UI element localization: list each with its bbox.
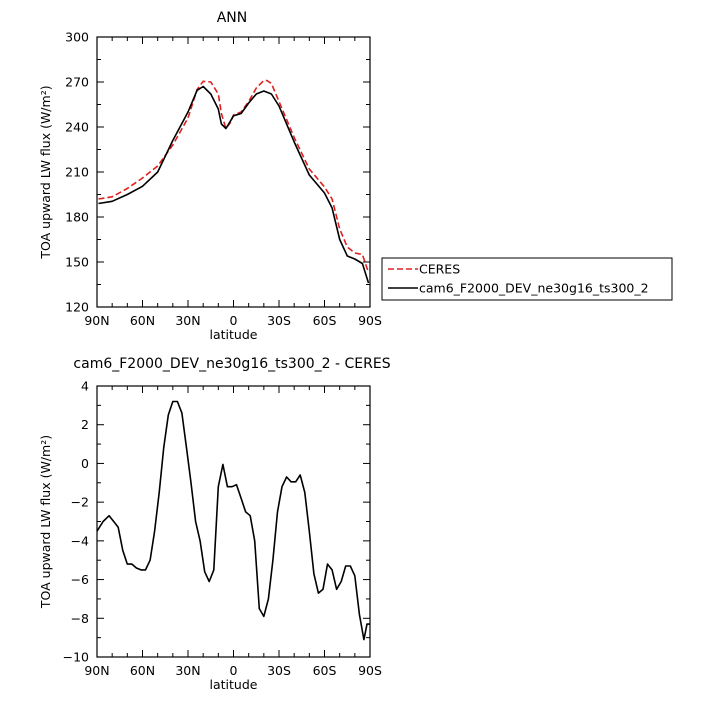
legend: CERES cam6_F2000_DEV_ne30g16_ts300_2	[381, 257, 673, 301]
x-tick-label: 60N	[130, 663, 155, 678]
y-tick-label: 240	[65, 120, 89, 135]
y-tick-label: 180	[65, 210, 89, 225]
top-panel-annual-flux: ANN 90N 60N 30N 0 30S 60S 90S 120 150 180 210 240 270…	[38, 10, 673, 342]
x-tick-label: 0	[230, 313, 238, 328]
x-tick-label: 30N	[175, 663, 200, 678]
y-tick-label: 270	[65, 75, 89, 90]
series-line-difference	[96, 400, 370, 641]
x-tick-label: 30S	[267, 663, 291, 678]
y-tick-label: 120	[65, 300, 89, 315]
plot-frame	[96, 385, 371, 658]
x-tick-label: 60S	[313, 663, 337, 678]
y-tick-label: 210	[65, 165, 89, 180]
x-tick-label: 90N	[84, 313, 109, 328]
x-tick-label: 0	[230, 663, 238, 678]
plot-frame	[96, 36, 371, 308]
x-tick-label: 60N	[130, 313, 155, 328]
legend-box	[381, 257, 673, 301]
y-tick-label: −10	[63, 650, 89, 665]
y-tick-label: 2	[81, 417, 89, 432]
y-tick-label: 150	[65, 255, 89, 270]
y-tick-label: −8	[71, 611, 89, 626]
y-axis-label: TOA upward LW flux (W/m²)	[38, 435, 53, 609]
x-tick-label: 60S	[313, 313, 337, 328]
legend-label: CERES	[419, 262, 460, 277]
y-tick-label: −4	[71, 533, 89, 548]
legend-label: cam6_F2000_DEV_ne30g16_ts300_2	[419, 281, 649, 296]
x-tick-label: 90S	[358, 663, 382, 678]
x-tick-label: 30N	[175, 313, 200, 328]
series-line-ceres	[98, 79, 370, 273]
y-tick-label: −6	[71, 572, 89, 587]
y-tick-label: 0	[81, 456, 89, 471]
chart-title: ANN	[217, 10, 248, 26]
y-tick-label: −2	[71, 495, 89, 510]
bottom-panel-difference: cam6_F2000_DEV_ne30g16_ts300_2 - CERES 90…	[38, 356, 391, 692]
x-axis-label: latitude	[210, 677, 258, 692]
y-axis-label: TOA upward LW flux (W/m²)	[38, 85, 53, 259]
x-tick-label: 90S	[358, 313, 382, 328]
x-axis-label: latitude	[210, 327, 258, 342]
x-tick-label: 90N	[84, 663, 109, 678]
y-tick-label: 4	[81, 379, 89, 394]
x-tick-label: 30S	[267, 313, 291, 328]
y-tick-label: 300	[65, 30, 89, 45]
chart-title: cam6_F2000_DEV_ne30g16_ts300_2 - CERES	[73, 356, 390, 372]
series-line-cam6-f2000-dev-ne30g16-ts300-2	[98, 85, 370, 284]
